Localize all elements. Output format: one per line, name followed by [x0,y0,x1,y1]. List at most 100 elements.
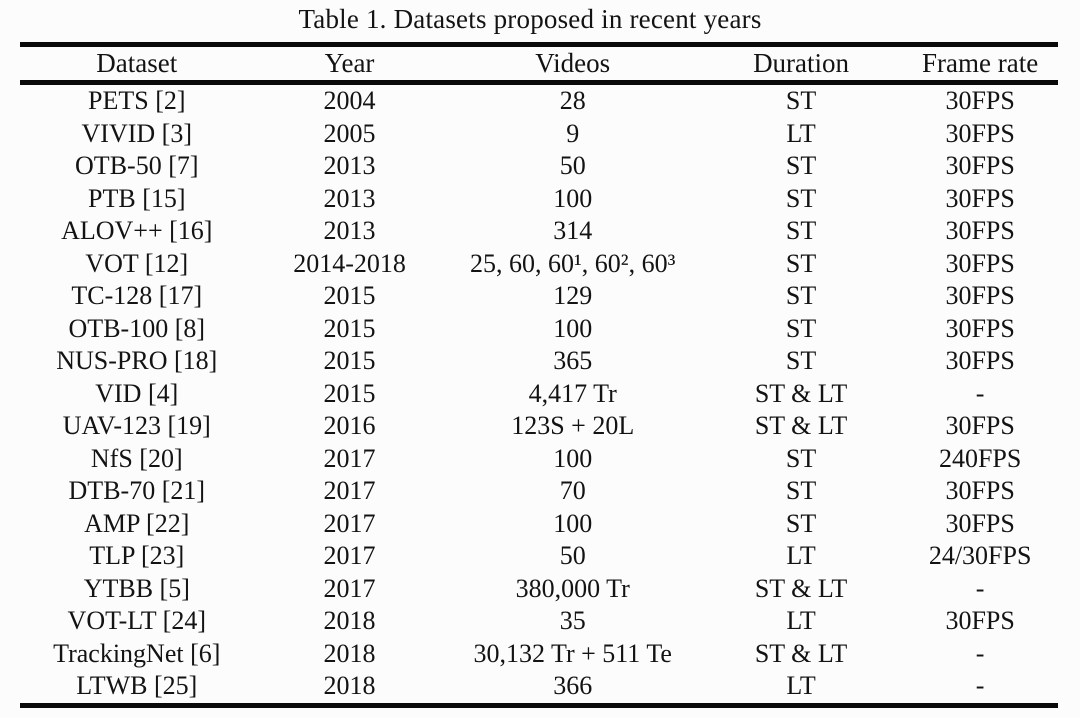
table-cell: LTWB [25] [76,671,198,701]
table-cell: 2015 [323,313,376,343]
table-cell: 240FPS [938,443,1022,473]
table-cell: 2017 [323,573,376,603]
table-cell: ST & LT [754,638,848,668]
table-cell: 30FPS [945,411,1015,441]
table-cell: TLP [23] [89,541,185,571]
table-cell: VOT [12] [85,248,189,278]
table-cell: UAV-123 [19] [62,411,211,441]
table-row: VID [4] 2015 4,417 Tr ST & LT - [20,378,1058,411]
table-cell: 2004 [323,86,376,116]
table-cell: ST [785,313,817,343]
table-cell: 28 [559,86,586,116]
table-cell: - [975,638,985,668]
table-cell: - [975,378,985,408]
table-cell: 2015 [323,378,376,408]
table-row: LTWB [25] 2018 366 LT - [20,670,1058,705]
table-cell: LT [786,606,816,636]
column-header-dataset: Dataset [20,44,254,85]
table-cell: 2018 [323,671,376,701]
table-cell: 50 [559,541,586,571]
table-cell: VID [4] [95,378,179,408]
table-cell: ST [785,216,817,246]
table-cell: 70 [559,476,586,506]
table-cell: 4,417 Tr [528,378,617,408]
table-cell: 30FPS [945,313,1015,343]
table-cell: AMP [22] [84,508,190,538]
table-cell: 2016 [323,411,376,441]
table-row: NfS [20] 2017 100 ST 240FPS [20,443,1058,476]
table-cell: 30FPS [945,248,1015,278]
table-row: VIVID [3] 2005 9 LT 30FPS [20,118,1058,151]
table-cell: ST & LT [754,411,848,441]
table-cell: VIVID [3] [81,118,192,148]
table-cell: 2018 [323,638,376,668]
table-cell: LT [786,118,816,148]
table-cell: ALOV++ [16] [61,216,213,246]
table-row: PETS [2] 2004 28 ST 30FPS [20,83,1058,118]
table-cell: 366 [553,671,593,701]
table-cell: ST [785,443,817,473]
table-cell: 30FPS [945,606,1015,636]
table-cell: 25, 60, 60¹, 60², 60³ [470,248,676,278]
table-cell: ST & LT [754,378,848,408]
table-body: PETS [2] 2004 28 ST 30FPS VIVID [3] 2005 9 LT 30F… [20,83,1058,706]
table-cell: 2017 [323,508,376,538]
table-cell: 2018 [323,606,376,636]
table-cell: ST [785,248,817,278]
table-row: PTB [15] 2013 100 ST 30FPS [20,183,1058,216]
table-cell: - [975,573,985,603]
table-cell: 100 [553,443,593,473]
table-row: OTB-50 [7] 2013 50 ST 30FPS [20,150,1058,183]
table-cell: PETS [2] [88,86,186,116]
table-cell: 129 [553,281,593,311]
column-header-year: Year [253,44,446,85]
table-cell: 2014-2018 [293,248,406,278]
table-cell: 100 [553,508,593,538]
table-cell: OTB-100 [8] [68,313,206,343]
table-cell: 2015 [323,346,376,376]
table-cell: 2017 [323,541,376,571]
table-cell: 30FPS [945,118,1015,148]
table-cell: 30FPS [945,281,1015,311]
column-header-videos: Videos [445,44,700,85]
table-cell: LT [786,541,816,571]
table-caption: Table 1. Datasets proposed in recent yea… [298,4,762,34]
table-row: TrackingNet [6] 2018 30,132 Tr + 511 Te ST … [20,638,1058,671]
table-cell: 2013 [323,151,376,181]
table-cell: 380,000 Tr [515,573,630,603]
table-cell: 314 [553,216,593,246]
table-row: VOT [12] 2014-2018 25, 60, 60¹, 60², 60³ ST… [20,248,1058,281]
table-row: AMP [22] 2017 100 ST 30FPS [20,508,1058,541]
table-cell: TrackingNet [6] [53,638,221,668]
table-cell: PTB [15] [88,183,186,213]
table-cell: 30FPS [945,476,1015,506]
table-cell: 24/30FPS [928,541,1032,571]
table-cell: TC-128 [17] [71,281,203,311]
table-cell: OTB-50 [7] [75,151,199,181]
table-cell: NUS-PRO [18] [56,346,218,376]
table-cell: ST [785,151,817,181]
table-row: NUS-PRO [18] 2015 365 ST 30FPS [20,345,1058,378]
table-cell: ST & LT [754,573,848,603]
table-cell: 50 [559,151,586,181]
table-cell: 30FPS [945,508,1015,538]
table-cell: 30FPS [945,151,1015,181]
table-cell: ST [785,183,817,213]
table-cell: ST [785,508,817,538]
table-row: OTB-100 [8] 2015 100 ST 30FPS [20,313,1058,346]
table-header: Dataset Year Videos Duration Frame rate [20,44,1058,85]
table-row: TC-128 [17] 2015 129 ST 30FPS [20,280,1058,313]
datasets-table: Dataset Year Videos Duration Frame rate … [20,42,1058,708]
table-row: UAV-123 [19] 2016 123S + 20L ST & LT 30FPS [20,410,1058,443]
table-row: YTBB [5] 2017 380,000 Tr ST & LT - [20,573,1058,606]
table-cell: ST [785,476,817,506]
table-cell: YTBB [5] [83,573,190,603]
table-cell: 2017 [323,476,376,506]
table-row: VOT-LT [24] 2018 35 LT 30FPS [20,605,1058,638]
table-cell: NfS [20] [90,443,183,473]
table-cell: 100 [553,183,593,213]
column-header-framerate: Frame rate [902,44,1058,85]
table-cell: 2017 [323,443,376,473]
table-cell: 30,132 Tr + 511 Te [473,638,672,668]
